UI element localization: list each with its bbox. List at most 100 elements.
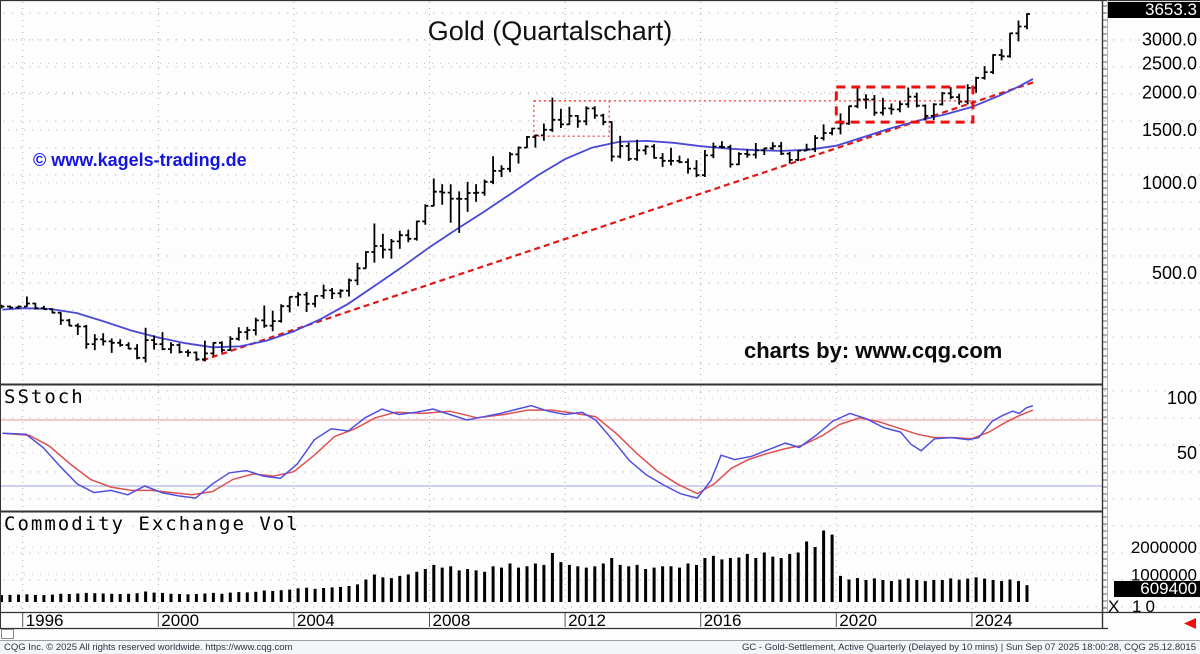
volume-bar: [389, 578, 393, 602]
volume-bar: [127, 593, 131, 603]
scroll-left-arrow[interactable]: [1184, 618, 1196, 629]
year-label: 2000: [161, 611, 199, 630]
price-scale-label: 1000.0: [1142, 173, 1197, 193]
volume-bar: [1008, 579, 1012, 602]
volume-bar: [50, 594, 54, 602]
year-label: 2008: [433, 611, 471, 630]
stoch-fast-line: [2, 404, 1034, 499]
volume-bar: [305, 587, 309, 602]
volume-bar: [550, 553, 554, 602]
volume-panel-label: Commodity Exchange Vol: [4, 513, 300, 535]
volume-bar: [279, 590, 283, 602]
volume-bar: [228, 592, 232, 602]
dot-grid-layer: [0, 0, 1200, 612]
volume-bar: [1000, 581, 1004, 602]
volume-bar: [8, 594, 12, 602]
volume-bar: [296, 588, 300, 603]
volume-bar: [364, 579, 368, 602]
volume-bar: [17, 594, 20, 602]
volume-bar: [457, 570, 461, 602]
volume-bar: [542, 564, 546, 602]
volume-bar: [93, 593, 97, 602]
volume-bar: [915, 580, 919, 602]
year-label: 2020: [839, 611, 877, 630]
volume-bar: [678, 567, 681, 602]
volume-bar: [796, 552, 800, 602]
scrollbar-stub[interactable]: [1, 629, 14, 639]
volume-bar: [372, 574, 376, 602]
volume-bar: [957, 579, 961, 602]
price-scale-label: 500.0: [1152, 263, 1197, 283]
volume-bar: [711, 555, 715, 602]
stoch-scale-label: 100: [1167, 388, 1197, 408]
volume-bar: [932, 580, 936, 602]
volume-bar: [1025, 585, 1029, 602]
volume-bar: [271, 591, 275, 602]
volume-panel: [0, 530, 1029, 603]
volume-scale-label: 2000000: [1131, 538, 1197, 557]
price-scale-label: 3000.0: [1142, 30, 1197, 50]
chart-canvas: 1996 2000 2004 2008 2012 2016 2020 2024 3000.0 25…: [0, 0, 1200, 639]
year-label: 2012: [568, 611, 606, 630]
status-bar: CQG Inc. © 2025 All rights reserved worl…: [0, 640, 1200, 654]
credit-text: charts by: www.cqg.com: [744, 338, 1003, 363]
volume-bar: [839, 575, 842, 602]
volume-bar: [805, 541, 809, 602]
volume-bar: [728, 558, 732, 602]
volume-bar: [339, 586, 342, 602]
volume-bar: [533, 563, 537, 602]
volume-bar: [872, 578, 876, 602]
volume-bar: [347, 586, 351, 602]
volume-bar: [889, 581, 893, 602]
volume-bar: [42, 595, 46, 602]
volume-multiplier-label: X 10: [1108, 597, 1159, 616]
x-axis: 1996 2000 2004 2008 2012 2016 2020 2024: [22, 611, 1013, 630]
volume-bar: [203, 593, 207, 602]
volume-bar: [313, 588, 317, 602]
moving-average-line: [2, 78, 1034, 349]
volume-bar: [610, 558, 614, 602]
volume-bar: [491, 566, 495, 603]
volume-bar: [449, 566, 453, 603]
volume-bar: [474, 570, 478, 602]
volume-bar: [59, 593, 63, 603]
volume-bar: [483, 571, 487, 603]
volume-bar: [254, 591, 258, 602]
volume-bar: [525, 566, 529, 603]
volume-bar: [356, 584, 359, 602]
scale-labels: 3000.0 2500.0 2000.0 1500.0 1000.0 500.0 100 50…: [1131, 30, 1197, 585]
stoch-panel: [0, 404, 1102, 499]
volume-bar: [983, 578, 987, 602]
volume-bar: [576, 566, 580, 603]
volume-bar: [508, 563, 512, 602]
volume-bar: [745, 553, 749, 602]
status-contract-info: GC - Gold-Settlement, Active Quarterly (…: [742, 642, 1196, 653]
volume-bar: [567, 564, 571, 602]
chart-title: Gold (Quartalschart): [427, 16, 673, 46]
volume-bar: [517, 567, 520, 602]
year-label: 2016: [704, 611, 742, 630]
volume-bar: [118, 594, 122, 602]
volume-bar: [194, 594, 198, 602]
watermark-link[interactable]: © www.kagels-trading.de: [33, 150, 247, 170]
panel-borders: [0, 0, 1200, 630]
volume-bar: [161, 592, 164, 602]
volume-bar: [186, 594, 190, 602]
volume-bar: [864, 580, 868, 602]
volume-bar: [974, 577, 978, 603]
volume-bar: [262, 590, 266, 602]
volume-bar: [144, 591, 148, 602]
volume-bar: [178, 594, 181, 602]
volume-bar: [101, 593, 105, 602]
volume-bar: [1017, 581, 1020, 602]
volume-bar: [322, 588, 326, 602]
volume-bar: [423, 569, 427, 602]
volume-bar: [67, 594, 71, 602]
volume-bar: [559, 562, 563, 602]
year-label: 2004: [297, 611, 335, 630]
volume-bar: [627, 566, 631, 603]
volume-bar: [500, 567, 503, 602]
volume-bar: [398, 575, 402, 602]
volume-bar: [245, 592, 249, 602]
